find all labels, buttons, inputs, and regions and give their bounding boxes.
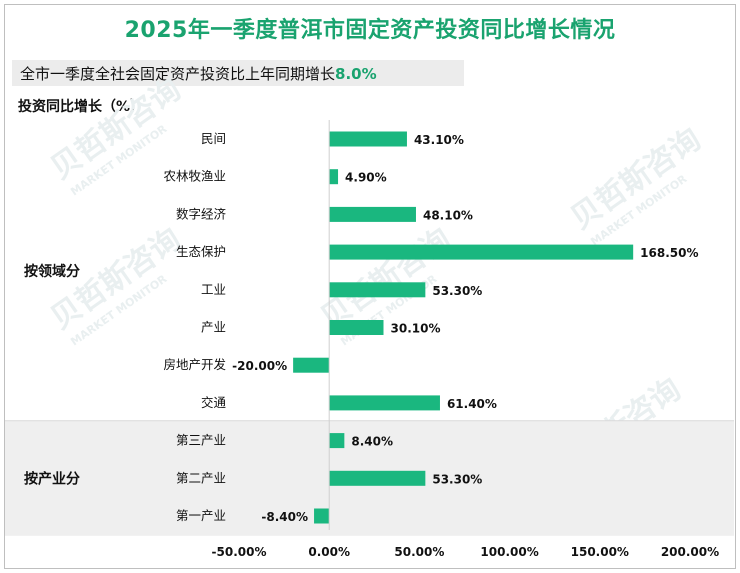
value-label: -8.40%	[261, 510, 308, 524]
y-axis-label: 投资同比增长（%）	[18, 99, 145, 115]
x-tick-label: -50.00%	[212, 545, 267, 559]
x-tick-label: 200.00%	[661, 545, 719, 559]
x-tick-label: 150.00%	[571, 545, 629, 559]
category-label: 生态保护	[176, 244, 226, 259]
category-label: 工业	[201, 282, 226, 297]
value-label: 48.10%	[423, 208, 473, 222]
value-label: 43.10%	[414, 133, 464, 147]
x-tick-label: 100.00%	[480, 545, 538, 559]
category-label: 交通	[201, 395, 227, 410]
value-label: 53.30%	[432, 284, 482, 298]
value-label: 4.90%	[345, 171, 387, 185]
bar	[329, 169, 339, 185]
category-label: 第二产业	[176, 470, 226, 485]
value-label: 8.40%	[351, 435, 393, 449]
value-label: 30.10%	[391, 322, 441, 336]
subtitle: 全市一季度全社会固定资产投资比上年同期增长8.0%	[20, 63, 377, 84]
category-label: 民间	[201, 131, 226, 146]
category-label: 第一产业	[176, 508, 226, 523]
value-label: 168.50%	[640, 246, 698, 260]
bar	[329, 244, 634, 260]
category-label: 房地产开发	[163, 357, 226, 372]
value-label: 61.40%	[447, 397, 497, 411]
bar	[314, 508, 330, 524]
bar	[329, 131, 407, 147]
value-label: -20.00%	[232, 359, 287, 373]
subtitle-text: 全市一季度全社会固定资产投资比上年同期增长	[20, 65, 336, 83]
subtitle-highlight: 8.0%	[335, 65, 377, 83]
bar	[329, 320, 384, 335]
bar	[329, 433, 345, 449]
chart-title: 2025年一季度普洱市固定资产投资同比增长情况	[124, 18, 616, 43]
group-label: 按领域分	[24, 263, 80, 280]
bar	[329, 206, 416, 222]
x-tick-label: 50.00%	[394, 545, 444, 559]
category-label: 产业	[201, 320, 226, 335]
value-label: 53.30%	[432, 472, 482, 486]
group-label: 按产业分	[24, 470, 80, 487]
bar	[329, 395, 440, 411]
bar	[329, 282, 426, 298]
bar	[293, 357, 330, 373]
category-label: 第三产业	[176, 433, 226, 448]
category-label: 农林牧渔业	[163, 169, 226, 184]
category-label: 数字经济	[176, 206, 227, 221]
x-tick-label: 0.00%	[308, 545, 350, 559]
bar	[329, 470, 426, 486]
subtitle-box	[12, 60, 464, 86]
